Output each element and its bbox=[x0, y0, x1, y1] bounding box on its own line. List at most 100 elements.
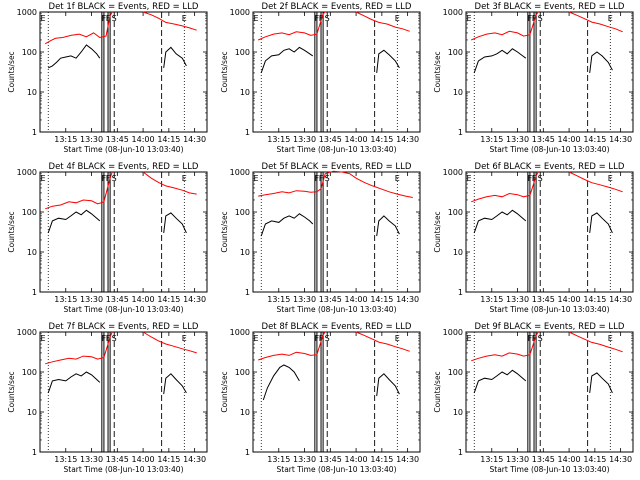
y-axis-label: Counts/sec bbox=[220, 211, 229, 252]
chart-panel-det8f: Det 8f BLACK = Events, RED = LLD 1 10 100 10… bbox=[213, 320, 426, 480]
chart-svg: Det 9f BLACK = Events, RED = LLD 1 10 100 10… bbox=[433, 322, 634, 474]
x-tick-label: 14:15 bbox=[157, 455, 180, 464]
x-tick-label: 13:30 bbox=[80, 135, 103, 144]
x-tick-label: 14:00 bbox=[132, 135, 155, 144]
x-tick-label: 13:30 bbox=[80, 295, 103, 304]
y-tick-label: 10 bbox=[453, 248, 463, 257]
region-label: E bbox=[41, 334, 46, 343]
x-tick-label: 14:00 bbox=[132, 295, 155, 304]
y-tick-label: 1 bbox=[458, 128, 463, 137]
series-line-black bbox=[163, 212, 187, 234]
chart-svg: Det 3f BLACK = Events, RED = LLD 1 10 100 10… bbox=[433, 2, 634, 154]
x-tick-label: 14:15 bbox=[583, 455, 606, 464]
region-label: E bbox=[182, 14, 187, 23]
series-line-black bbox=[473, 369, 527, 394]
x-tick-label: 14:30 bbox=[609, 455, 632, 464]
region-label: F bbox=[106, 174, 111, 183]
x-tick-label: 14:15 bbox=[157, 295, 180, 304]
y-tick-label: 100 bbox=[235, 368, 250, 377]
series-line-black bbox=[376, 215, 400, 237]
chart-title: Det 7f BLACK = Events, RED = LLD bbox=[49, 322, 199, 332]
y-axis-label: Counts/sec bbox=[220, 51, 229, 92]
plot-frame bbox=[252, 331, 421, 453]
chart-panel-det7f: Det 7f BLACK = Events, RED = LLD 1 10 100 10… bbox=[0, 320, 213, 480]
chart-title: Det 6f BLACK = Events, RED = LLD bbox=[475, 162, 625, 172]
y-tick-label: 10 bbox=[453, 408, 463, 417]
x-tick-label: 14:15 bbox=[370, 135, 393, 144]
plot-frame bbox=[39, 11, 208, 133]
region-label: E bbox=[467, 334, 472, 343]
series-line-red bbox=[142, 11, 197, 31]
chart-title: Det 8f BLACK = Events, RED = LLD bbox=[262, 322, 412, 332]
region-label: E bbox=[182, 174, 187, 183]
y-tick-label: 1000 bbox=[443, 8, 463, 17]
x-tick-label: 14:15 bbox=[370, 455, 393, 464]
region-label: E bbox=[395, 174, 400, 183]
y-tick-label: 1 bbox=[32, 448, 37, 457]
plot-frame bbox=[465, 171, 634, 293]
y-tick-label: 100 bbox=[235, 48, 250, 57]
x-axis-label: Start Time (08-Jun-10 13:03:40) bbox=[490, 305, 610, 314]
x-tick-label: 13:15 bbox=[54, 135, 77, 144]
series-line-red bbox=[355, 331, 410, 352]
chart-panel-det6f: Det 6f BLACK = Events, RED = LLD 1 10 100 10… bbox=[426, 160, 639, 320]
region-label: F bbox=[315, 14, 320, 23]
series-line-black bbox=[589, 372, 613, 394]
y-tick-label: 1 bbox=[245, 288, 250, 297]
region-label: F bbox=[315, 174, 320, 183]
y-tick-label: 1000 bbox=[230, 328, 250, 337]
series-line-black bbox=[473, 48, 527, 74]
x-tick-label: 14:00 bbox=[345, 455, 368, 464]
plot-frame bbox=[39, 331, 208, 453]
plot-frame bbox=[465, 11, 634, 133]
y-tick-label: 1000 bbox=[443, 328, 463, 337]
region-label: E bbox=[395, 334, 400, 343]
series-line-red bbox=[45, 331, 113, 365]
x-tick-label: 14:30 bbox=[396, 135, 419, 144]
region-label: F bbox=[532, 174, 537, 183]
x-tick-label: 13:30 bbox=[506, 295, 529, 304]
y-tick-label: 100 bbox=[235, 208, 250, 217]
y-axis-label: Counts/sec bbox=[433, 211, 442, 252]
region-label: E bbox=[467, 14, 472, 23]
y-tick-label: 100 bbox=[22, 208, 37, 217]
x-tick-label: 14:00 bbox=[345, 295, 368, 304]
series-line-black bbox=[376, 373, 400, 397]
y-tick-label: 100 bbox=[448, 208, 463, 217]
y-tick-label: 1000 bbox=[230, 8, 250, 17]
chart-title: Det 2f BLACK = Events, RED = LLD bbox=[262, 2, 412, 12]
series-line-black bbox=[163, 373, 187, 395]
chart-svg: Det 6f BLACK = Events, RED = LLD 1 10 100 10… bbox=[433, 162, 634, 314]
x-tick-label: 14:00 bbox=[132, 455, 155, 464]
x-tick-label: 14:30 bbox=[396, 455, 419, 464]
x-tick-label: 13:45 bbox=[532, 135, 555, 144]
series-line-red bbox=[470, 11, 539, 41]
y-tick-label: 100 bbox=[22, 368, 37, 377]
y-tick-label: 1000 bbox=[17, 328, 37, 337]
x-tick-label: 13:45 bbox=[532, 295, 555, 304]
plot-frame bbox=[252, 11, 421, 133]
region-label: S bbox=[112, 334, 117, 343]
x-tick-label: 13:45 bbox=[319, 135, 342, 144]
y-tick-label: 1 bbox=[32, 288, 37, 297]
region-label: S bbox=[538, 334, 543, 343]
chart-title: Det 3f BLACK = Events, RED = LLD bbox=[475, 2, 625, 12]
x-tick-label: 14:15 bbox=[370, 295, 393, 304]
y-tick-label: 1000 bbox=[230, 168, 250, 177]
x-tick-label: 13:45 bbox=[106, 295, 129, 304]
series-line-red bbox=[258, 331, 326, 361]
region-label: E bbox=[608, 334, 613, 343]
plot-frame bbox=[252, 171, 421, 293]
region-label: F bbox=[315, 334, 320, 343]
series-line-black bbox=[473, 209, 527, 234]
region-label: E bbox=[182, 334, 187, 343]
x-tick-label: 14:00 bbox=[345, 135, 368, 144]
chart-panel-det1f: Det 1f BLACK = Events, RED = LLD 1 10 100 10… bbox=[0, 0, 213, 160]
y-tick-label: 100 bbox=[448, 48, 463, 57]
y-tick-label: 10 bbox=[453, 88, 463, 97]
series-line-black bbox=[376, 49, 400, 73]
region-label: S bbox=[538, 14, 543, 23]
region-label: E bbox=[608, 14, 613, 23]
region-label: S bbox=[325, 334, 330, 343]
plot-frame bbox=[39, 171, 208, 293]
